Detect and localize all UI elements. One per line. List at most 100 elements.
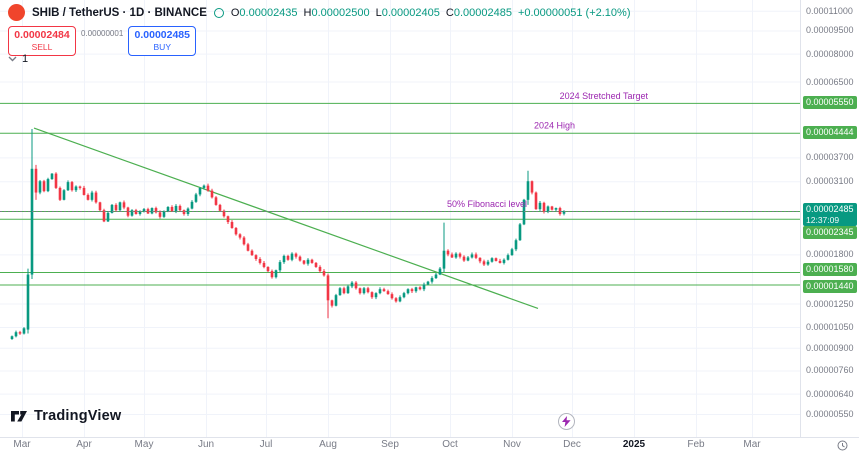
- candle-body: [246, 244, 250, 251]
- buy-label: BUY: [153, 42, 171, 52]
- candle-body: [214, 197, 218, 205]
- candle-body: [390, 294, 394, 299]
- symbol-header: SHIB / TetherUS · 1D · BINANCE O0.000024…: [8, 4, 631, 21]
- candle-body: [326, 275, 330, 301]
- candle-body: [254, 255, 258, 259]
- candle-body: [522, 199, 526, 225]
- candle-body: [362, 288, 366, 294]
- candle-body: [70, 182, 74, 191]
- candle-body: [278, 262, 282, 271]
- candle-body: [394, 298, 398, 302]
- candle-body: [402, 293, 406, 298]
- current-price-badge[interactable]: 0.00002485 12:37:09: [803, 203, 857, 226]
- price-tick: 0.00001050: [806, 321, 854, 332]
- price-tick: 0.00003100: [806, 176, 854, 187]
- candle-body: [386, 291, 390, 295]
- candle-body: [306, 259, 310, 264]
- candle-body: [494, 258, 498, 261]
- descending-trendline[interactable]: [33, 127, 539, 310]
- price-line-badge[interactable]: 0.00004444: [803, 125, 857, 139]
- candle-body: [466, 257, 470, 261]
- candle-body: [506, 255, 510, 260]
- candle-body: [174, 205, 178, 212]
- time-label: Jun: [197, 439, 215, 450]
- candle-body: [478, 257, 482, 262]
- sell-price: 0.00002484: [14, 29, 70, 41]
- time-label: Mar: [743, 439, 761, 450]
- candle-body: [206, 185, 210, 191]
- price-line-badge[interactable]: 0.00005550: [803, 95, 857, 109]
- price-line-badge[interactable]: 0.00001580: [803, 262, 857, 276]
- grid-vertical: [22, 0, 753, 437]
- candle-body: [154, 208, 158, 213]
- candle-body: [562, 211, 566, 214]
- drawing-label[interactable]: 2024 Stretched Target: [560, 91, 649, 101]
- low-value: 0.00002405: [381, 6, 440, 19]
- candle-body: [142, 209, 146, 212]
- candle-body: [118, 202, 122, 211]
- timeframe-selector[interactable]: 1: [8, 53, 28, 65]
- price-line-badge[interactable]: 0.00001440: [803, 280, 857, 294]
- quick-action-button[interactable]: [558, 413, 575, 430]
- time-label: 2025: [622, 439, 646, 450]
- open-label: O: [230, 6, 240, 19]
- price-tick: 0.00000640: [806, 388, 854, 399]
- candle-body: [542, 202, 546, 212]
- candle-body: [538, 202, 542, 210]
- price-line-badge[interactable]: 0.00002345: [803, 225, 857, 239]
- horizontal-lines[interactable]: [0, 102, 800, 286]
- candle-body: [310, 259, 314, 263]
- candle-body: [234, 228, 238, 235]
- candle-body: [170, 206, 174, 212]
- candle-body: [342, 288, 346, 294]
- candle-body: [78, 186, 82, 188]
- candle-body: [54, 173, 58, 188]
- current-price-value: 0.00002485: [806, 204, 854, 214]
- candle-body: [42, 181, 46, 192]
- symbol-title[interactable]: SHIB / TetherUS · 1D · BINANCE: [32, 6, 207, 19]
- tradingview-logo[interactable]: TradingView: [10, 407, 121, 425]
- price-axis[interactable]: 0.00011000 0.00009500 0.00008000 0.00006500…: [800, 0, 859, 437]
- candle-body: [290, 253, 294, 260]
- candle-body: [274, 270, 278, 278]
- candlestick-chart[interactable]: 2024 Stretched Target 2024 High 50% Fibona…: [0, 0, 800, 437]
- candle-body: [438, 268, 442, 275]
- price-tick: 0.00000760: [806, 365, 854, 376]
- candle-body: [22, 328, 26, 334]
- candle-body: [262, 262, 266, 267]
- candle-body: [530, 181, 534, 193]
- candle-body: [338, 288, 342, 296]
- candle-body: [370, 292, 374, 298]
- drawing-label[interactable]: 2024 High: [534, 121, 575, 131]
- time-axis[interactable]: Mar Apr May Jun Jul Aug Sep Oct Nov Dec 2025 Feb Mar: [0, 437, 859, 451]
- candle-body: [534, 192, 538, 210]
- drawing-label[interactable]: 50% Fibonacci level: [447, 199, 527, 209]
- candle-body: [430, 278, 434, 282]
- time-axis-clock-button[interactable]: [837, 438, 848, 451]
- close-value: 0.00002485: [453, 6, 512, 19]
- ohlc-readout: O0.00002435 H0.00002500 L0.00002405 C0.0…: [231, 7, 631, 19]
- candle-body: [322, 271, 326, 276]
- candle-body: [454, 253, 458, 258]
- symbol-logo-icon: [8, 4, 25, 21]
- candle-body: [74, 186, 78, 191]
- candle-body: [518, 224, 522, 241]
- candle-body: [46, 179, 50, 192]
- candle-body: [554, 208, 558, 210]
- candle-body: [470, 254, 474, 258]
- clock-icon: [837, 440, 848, 451]
- buy-price: 0.00002485: [134, 29, 190, 41]
- candle-body: [270, 271, 274, 278]
- candle-body: [286, 255, 290, 260]
- candle-body: [426, 281, 430, 285]
- high-value: 0.00002500: [311, 6, 370, 19]
- candle-body: [330, 300, 334, 306]
- sell-button[interactable]: 0.00002484 SELL: [8, 26, 76, 56]
- drawing-labels[interactable]: 2024 Stretched Target 2024 High 50% Fibona…: [447, 91, 649, 209]
- change-value: +0.00000051 (+2.10%): [517, 6, 631, 19]
- candle-body: [226, 216, 230, 223]
- market-status-icon: [213, 7, 224, 18]
- candle-body: [38, 181, 42, 193]
- buy-button[interactable]: 0.00002485 BUY: [128, 26, 197, 56]
